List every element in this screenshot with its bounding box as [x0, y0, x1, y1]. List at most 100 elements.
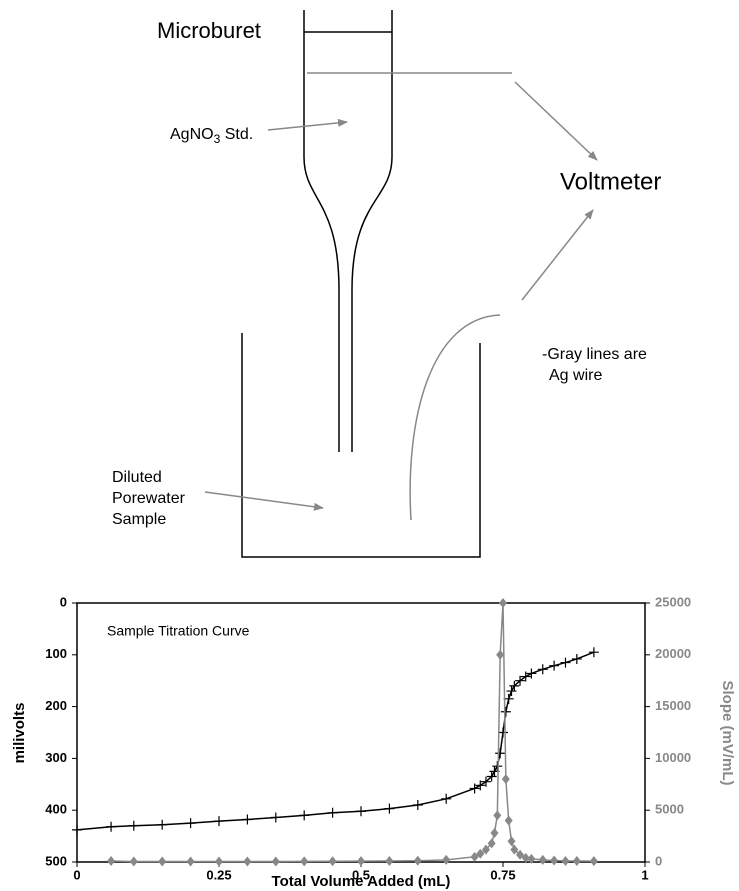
- diamond-marker: [107, 855, 116, 866]
- plus-marker: [498, 727, 508, 738]
- label: Porewater: [112, 490, 186, 507]
- diamond-marker: [129, 856, 138, 867]
- apparatus: [204, 10, 598, 558]
- diamond-marker: [300, 856, 309, 867]
- diamond-marker: [328, 856, 337, 867]
- diamond-marker: [516, 849, 525, 860]
- diamond-marker: [572, 855, 581, 866]
- plus-marker: [185, 818, 196, 829]
- y-tick-label: 300: [45, 750, 67, 765]
- x-axis-label: Total Volume Added (mL): [272, 873, 451, 890]
- plus-marker: [515, 675, 526, 686]
- label: Diluted: [112, 469, 162, 486]
- label: Sample: [112, 511, 166, 528]
- plus-marker: [520, 671, 531, 682]
- diamond-marker: [490, 827, 499, 838]
- label: Voltmeter: [560, 168, 661, 195]
- chart: Sample Titration Curve Total Volume Adde…: [11, 594, 736, 890]
- plus-marker: [356, 806, 366, 817]
- label: Microburet: [157, 18, 261, 43]
- diamond-marker: [442, 854, 451, 865]
- plus-marker: [469, 783, 480, 794]
- diamond-marker: [481, 844, 490, 855]
- label-sub: 3: [214, 132, 221, 146]
- plus-marker: [500, 706, 511, 717]
- arrow: [521, 209, 594, 301]
- y2-tick-label: 25000: [655, 594, 691, 609]
- series-line: [111, 602, 594, 863]
- diamond-marker: [521, 852, 530, 863]
- beaker: [241, 333, 481, 558]
- label: AgNO3 Std.: [170, 126, 253, 146]
- plus-marker: [157, 819, 168, 830]
- diamond-marker: [496, 649, 505, 660]
- series-line: [76, 651, 595, 831]
- diamond-marker: [493, 810, 502, 821]
- plus-marker: [128, 820, 139, 831]
- arrow: [514, 81, 598, 161]
- diamond-marker: [186, 856, 195, 867]
- x-tick-label: 0: [73, 867, 80, 882]
- plus-marker: [412, 800, 423, 811]
- y-axis-label: milivolts: [11, 703, 28, 764]
- plus-marker: [299, 810, 310, 821]
- y2-tick-label: 20000: [655, 646, 691, 661]
- x-tick-label: 1: [641, 867, 648, 882]
- diamond-marker: [504, 815, 513, 826]
- diamond-marker: [413, 855, 422, 866]
- diamond-marker: [215, 856, 223, 867]
- ag-wire: [409, 314, 501, 521]
- plus-marker: [327, 807, 338, 818]
- plus-marker: [560, 657, 571, 668]
- diamond-marker: [538, 854, 547, 865]
- plus-marker: [571, 653, 582, 664]
- diamond-marker: [499, 598, 507, 608]
- plus-marker: [486, 771, 497, 782]
- plus-marker: [549, 660, 560, 671]
- diamond-marker: [507, 836, 516, 847]
- diamond-marker: [243, 856, 252, 867]
- y2-tick-label: 15000: [655, 698, 691, 713]
- diamond-marker: [501, 774, 510, 785]
- buret-tip: [303, 156, 340, 452]
- plus-marker: [492, 761, 503, 772]
- arrow: [267, 118, 348, 131]
- plus-marker: [106, 821, 117, 832]
- plus-marker: [588, 647, 599, 658]
- diamond-marker: [510, 844, 519, 855]
- annotation: Sample Titration Curve: [107, 623, 250, 639]
- x-tick-label: 0.5: [352, 867, 370, 882]
- buret-tip: [351, 156, 393, 452]
- diamond-marker: [487, 838, 496, 849]
- y-tick-label: 100: [45, 646, 67, 661]
- diamond-marker: [271, 856, 280, 867]
- x-tick-label: 0.75: [490, 867, 515, 882]
- diamond-marker: [476, 848, 485, 859]
- y2-tick-label: 5000: [655, 802, 684, 817]
- plus-marker: [214, 816, 224, 827]
- y-tick-label: 200: [45, 698, 67, 713]
- plus-marker: [509, 680, 520, 691]
- plus-marker: [495, 748, 506, 759]
- diamond-marker: [385, 855, 394, 866]
- diamond-marker: [589, 856, 598, 867]
- diamond-marker: [357, 856, 365, 867]
- plus-marker: [506, 686, 517, 697]
- y-tick-label: 0: [60, 594, 67, 609]
- label-part: Std.: [220, 126, 253, 143]
- plus-marker: [72, 824, 82, 835]
- label-part: AgNO: [170, 126, 214, 143]
- diamond-marker: [470, 851, 479, 862]
- diamond-marker: [561, 855, 570, 866]
- diamond-marker: [158, 856, 167, 867]
- plus-marker: [270, 812, 281, 823]
- plus-marker: [480, 776, 491, 787]
- plus-marker: [537, 664, 548, 675]
- diamond-marker: [527, 853, 536, 864]
- plus-marker: [384, 803, 395, 814]
- arrow: [204, 491, 324, 511]
- y2-tick-label: 0: [655, 853, 662, 868]
- y-tick-label: 500: [45, 853, 67, 868]
